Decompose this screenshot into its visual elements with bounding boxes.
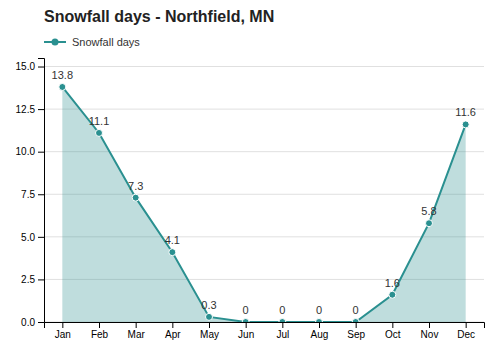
- data-labels: 13.8 11.1 7.3 4.1 0.3 0 0 0 0 1.6 5.8 11.6: [52, 69, 476, 316]
- legend-item: Snowfall days: [44, 36, 140, 48]
- y-tick: 2.5: [21, 274, 44, 285]
- x-tick-mark: [319, 322, 320, 328]
- x-tick-label: Dec: [457, 329, 475, 340]
- y-tick-mark: [38, 322, 44, 323]
- x-tick-mark: [429, 322, 430, 328]
- point: [96, 129, 103, 136]
- y-tick: 5.0: [21, 232, 44, 243]
- grid-line: [44, 66, 484, 67]
- y-tick-mark: [38, 109, 44, 110]
- y-tick: 12.5: [16, 104, 44, 115]
- x-tick-mark: [209, 322, 210, 328]
- point: [59, 83, 66, 90]
- y-tick: 10.0: [16, 146, 44, 157]
- x-tick: Mar: [128, 322, 146, 340]
- x-tick-label: Apr: [165, 329, 181, 340]
- grid: [44, 67, 484, 322]
- chart: 0.02.55.07.510.012.515.0JanFebMarAprMayJ…: [0, 0, 500, 350]
- x-tick-label: Oct: [385, 329, 401, 340]
- x-tick-label: Sep: [347, 329, 365, 340]
- y-tick-label: 2.5: [21, 274, 35, 285]
- point: [426, 220, 433, 227]
- x-tick: Sep: [347, 322, 365, 340]
- y-axis: 0.0 2.5 5.0 7.5 10.0 12.5 15.0: [16, 59, 45, 328]
- x-tick-mark: [99, 322, 100, 328]
- legend-marker: [52, 39, 59, 46]
- point: [279, 319, 286, 323]
- data-label: 0: [353, 304, 359, 316]
- data-label: 0.3: [201, 299, 216, 311]
- y-tick-mark: [38, 152, 44, 153]
- plot: 0.02.55.07.510.012.515.0JanFebMarAprMayJ…: [16, 59, 485, 341]
- point: [316, 319, 323, 323]
- x-tick: Jun: [238, 322, 254, 340]
- x-tick: Aug: [311, 322, 329, 340]
- y-tick: 15.0: [16, 61, 44, 72]
- x-tick-mark: [136, 322, 137, 328]
- x-tick-label: Jul: [276, 329, 289, 340]
- x-axis-line: [45, 323, 485, 329]
- data-label: 4.1: [165, 234, 180, 246]
- x-tick-mark: [466, 322, 467, 328]
- y-tick-label: 15.0: [16, 61, 36, 72]
- data-label: 1.6: [385, 277, 400, 289]
- point: [242, 319, 249, 323]
- x-axis: Jan Feb Mar Apr May Jun Jul Aug Sep Oct Nov Dec: [45, 322, 485, 340]
- y-tick-label: 0.0: [21, 317, 35, 328]
- data-label: 0: [316, 304, 322, 316]
- x-tick: Oct: [385, 322, 401, 340]
- y-tick-mark: [38, 237, 44, 238]
- point: [169, 249, 176, 256]
- x-tick: Dec: [457, 322, 475, 340]
- point: [352, 319, 359, 323]
- x-tick-mark: [356, 322, 357, 328]
- y-tick-mark: [38, 194, 44, 195]
- x-tick-mark: [172, 322, 173, 328]
- x-tick: Jan: [55, 322, 71, 340]
- data-label: 5.8: [421, 205, 436, 217]
- x-tick: Nov: [421, 322, 439, 340]
- point: [462, 121, 469, 128]
- y-tick: 7.5: [21, 189, 44, 200]
- x-tick-mark: [246, 322, 247, 328]
- x-tick: Feb: [91, 322, 109, 340]
- point: [206, 313, 213, 320]
- y-tick-label: 10.0: [16, 146, 36, 157]
- x-tick-label: Jan: [55, 329, 71, 340]
- data-label: 7.3: [128, 180, 143, 192]
- y-tick-label: 7.5: [21, 189, 35, 200]
- point: [132, 194, 139, 201]
- x-tick-label: Mar: [128, 329, 146, 340]
- y-tick-label: 12.5: [16, 104, 36, 115]
- area: [62, 87, 465, 322]
- y-tick-label: 5.0: [21, 232, 35, 243]
- x-tick-mark: [392, 322, 393, 328]
- data-label: 11.1: [89, 115, 110, 127]
- x-tick-mark: [282, 322, 283, 328]
- data-label: 13.8: [52, 69, 73, 81]
- line: [62, 87, 465, 322]
- legend-label: Snowfall days: [72, 36, 140, 48]
- x-tick-mark: [62, 322, 63, 328]
- x-tick-label: Aug: [311, 329, 329, 340]
- data: [59, 83, 469, 322]
- y-axis-line: [38, 59, 45, 323]
- x-tick-label: Feb: [91, 329, 109, 340]
- x-tick: May: [200, 322, 219, 340]
- point: [389, 291, 396, 298]
- y-tick-mark: [38, 279, 44, 280]
- data-label: 0: [243, 304, 249, 316]
- grid-line: [44, 109, 484, 110]
- x-tick-label: Jun: [238, 329, 254, 340]
- data-label: 11.6: [455, 106, 476, 118]
- x-tick: Jul: [276, 322, 289, 340]
- legend: Snowfall days: [44, 36, 140, 48]
- title: Snowfall days - Northfield, MN: [44, 8, 274, 25]
- x-tick-label: Nov: [421, 329, 439, 340]
- x-tick-label: May: [200, 329, 219, 340]
- x-tick: Apr: [165, 322, 181, 340]
- y-tick-mark: [38, 67, 44, 68]
- y-tick: 0.0: [21, 317, 44, 328]
- data-label: 0: [279, 304, 285, 316]
